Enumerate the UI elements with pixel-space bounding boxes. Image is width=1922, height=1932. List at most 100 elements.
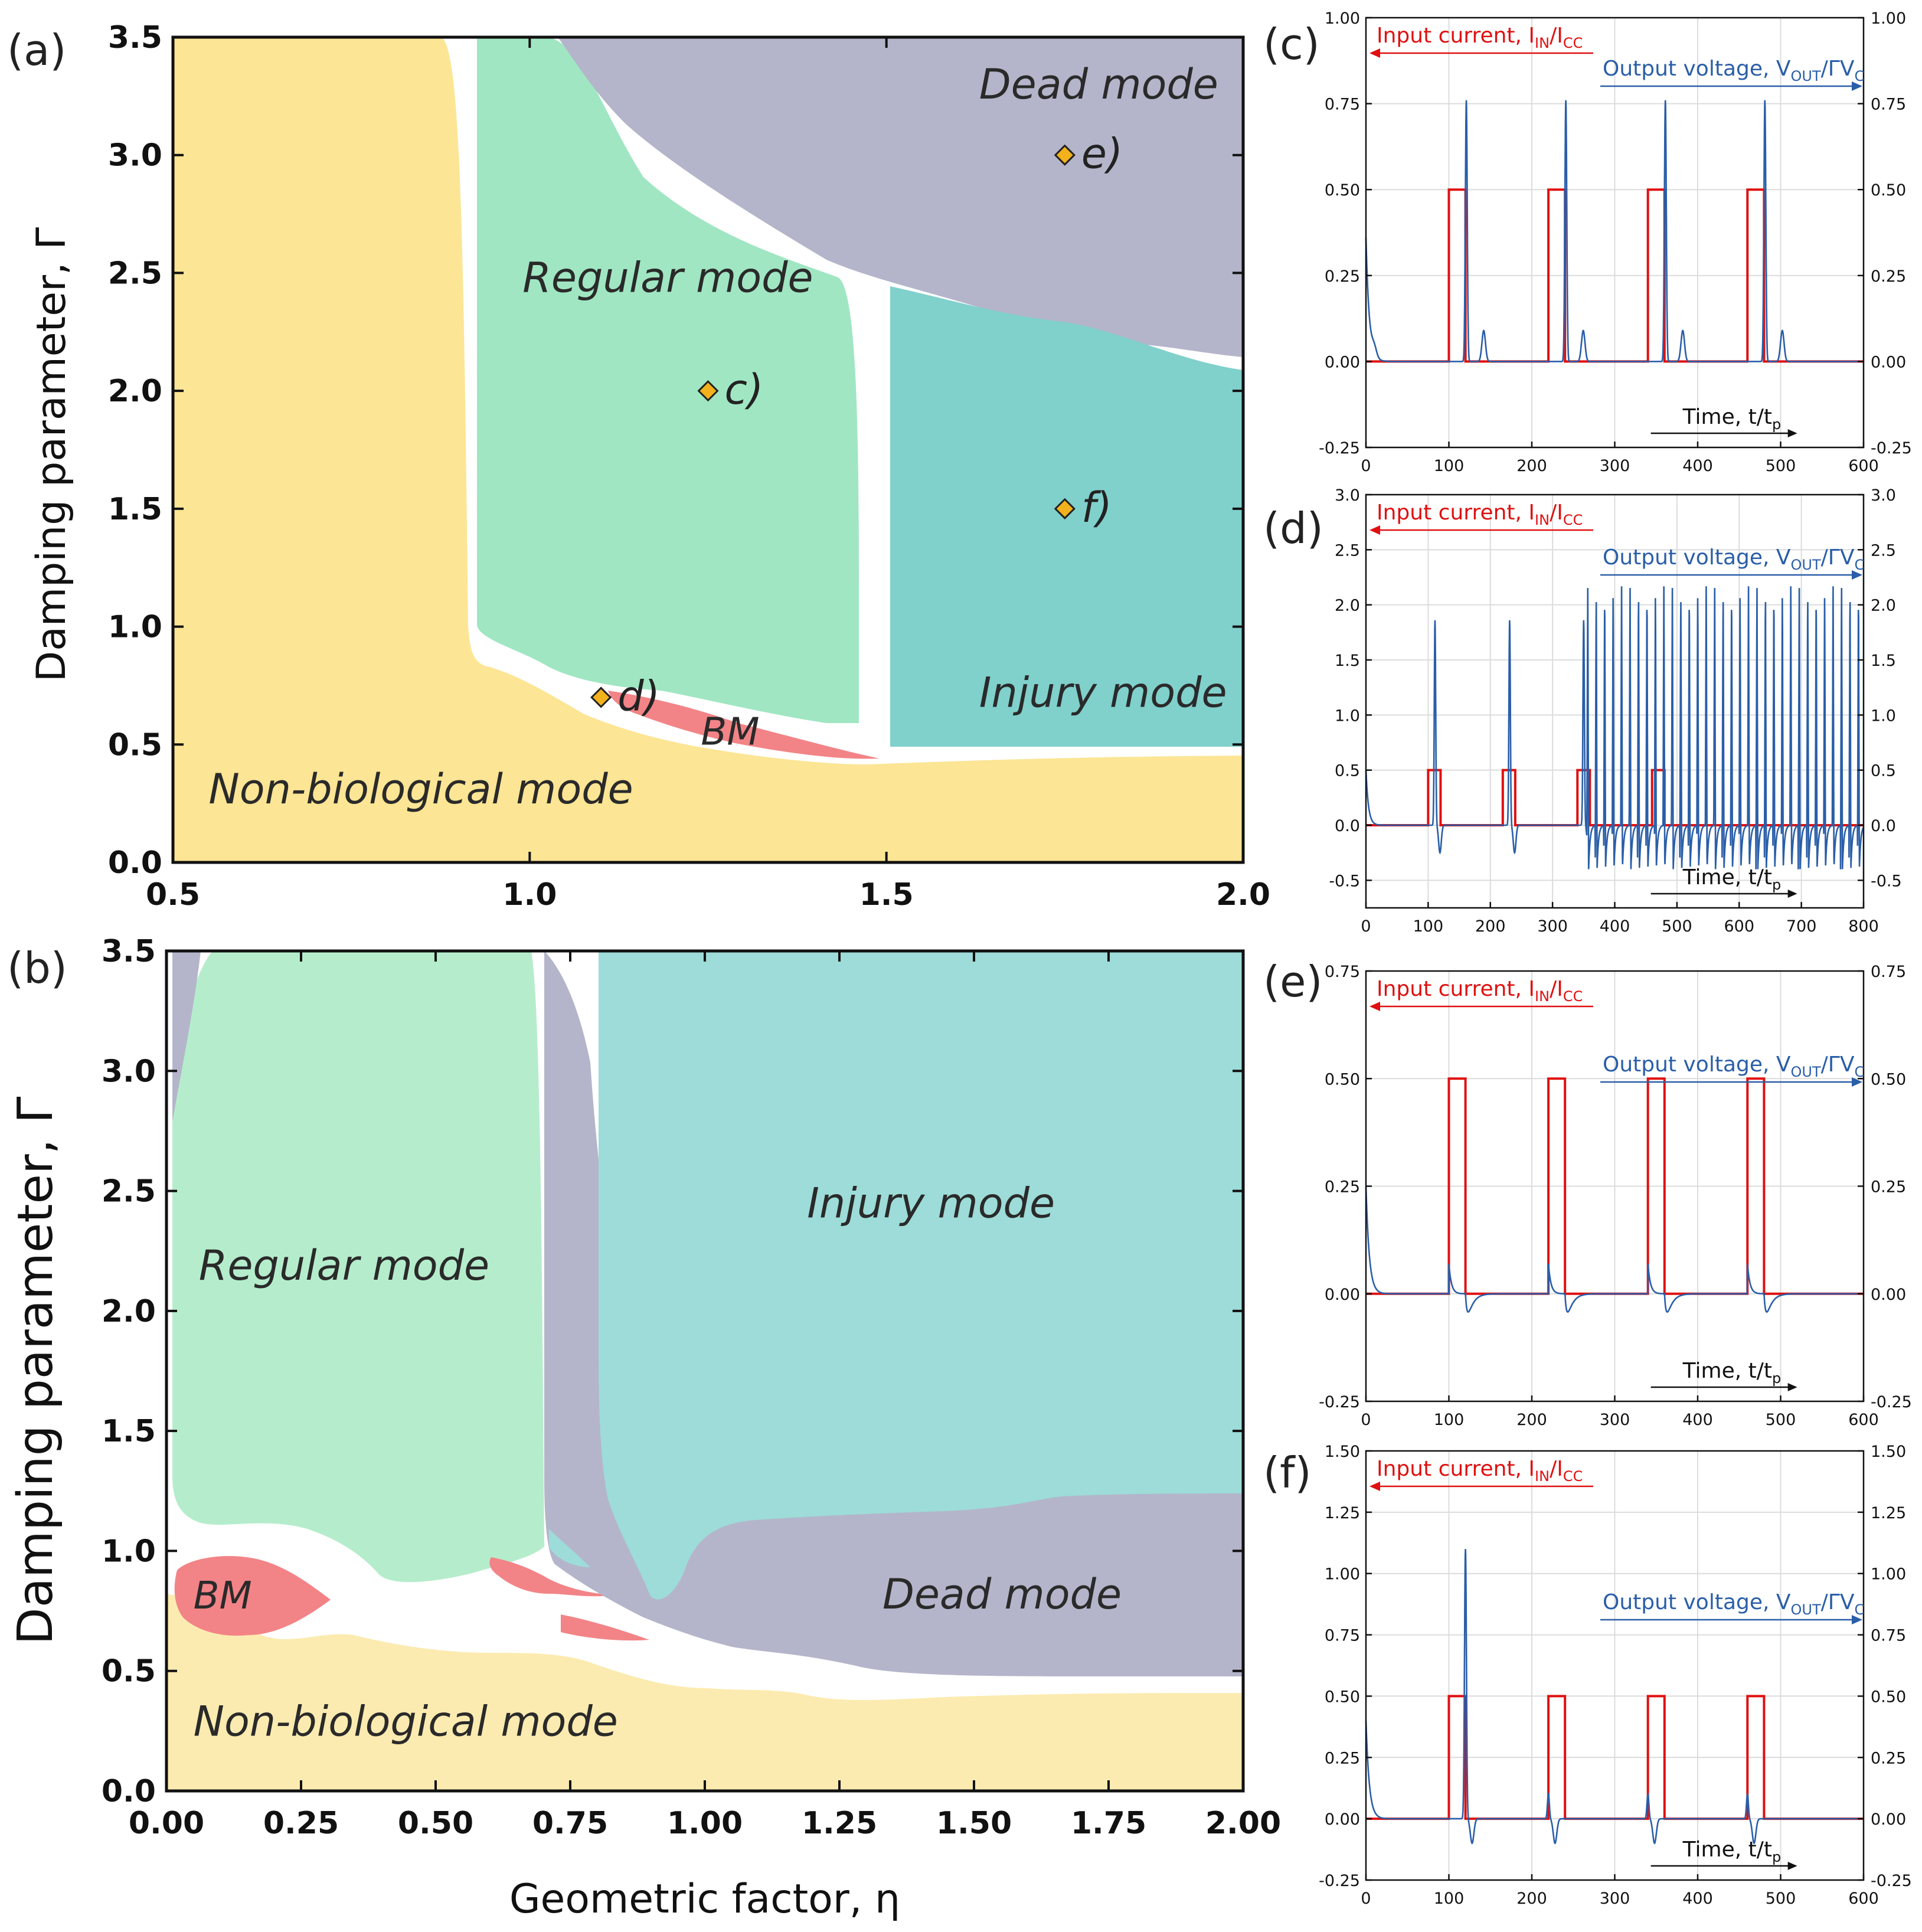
- point-marker-f: [1054, 498, 1076, 519]
- point-marker-d: [590, 687, 612, 708]
- ytick-label-right-d-4: 1.5: [1871, 652, 1896, 670]
- xlabel-arrowhead-e: [1787, 1383, 1797, 1391]
- xtick-label-c-5: 500: [1766, 457, 1796, 475]
- xtick-label-b-2: 0.50: [398, 1806, 473, 1841]
- ytick-label-a-6: 3.0: [108, 138, 162, 174]
- ytick-label-right-d-5: 2.0: [1871, 597, 1896, 615]
- region-label-a-injury: Injury mode: [979, 668, 1227, 717]
- ytick-label-d-1: 0.0: [1335, 817, 1360, 835]
- ytick-label-b-7: 3.5: [102, 934, 156, 969]
- xtick-label-a-0: 0.5: [146, 877, 200, 913]
- point-label-d: d): [617, 672, 660, 720]
- ytick-label-right-f-4: 0.75: [1871, 1627, 1906, 1645]
- xtick-label-b-0: 0.00: [129, 1806, 204, 1841]
- ytick-label-right-d-1: 0.0: [1871, 817, 1896, 835]
- ytick-label-right-d-7: 3.0: [1871, 486, 1896, 505]
- ytick-label-d-0: -0.5: [1329, 872, 1360, 890]
- xlabel-d: Time, t/tp: [1682, 865, 1782, 893]
- ytick-label-f-6: 1.25: [1325, 1504, 1360, 1522]
- ytick-label-a-1: 0.5: [108, 727, 162, 763]
- ytick-label-f-0: -0.25: [1319, 1872, 1360, 1890]
- xtick-label-c-1: 100: [1434, 457, 1465, 475]
- region-label-b-regular: Regular mode: [199, 1241, 489, 1290]
- legend-output-d: Output voltage, VOUT/ΓVC: [1603, 545, 1864, 573]
- xtick-label-c-4: 400: [1682, 457, 1713, 475]
- region-label-a-nonbio: Non-biological mode: [208, 765, 633, 813]
- region-a-nonbio: [173, 37, 1243, 862]
- xtick-label-f-1: 100: [1434, 1889, 1465, 1908]
- panel-a-phase-diagram: 0.5 1.0 1.5 2.00.00.51.01.52.02.53.03.5 Non…: [7, 20, 1270, 913]
- xlabel-arrowhead-c: [1787, 429, 1797, 437]
- panel-a-letter: (a): [7, 25, 66, 75]
- series-output-voltage-f: [1365, 1549, 1864, 1845]
- ytick-label-b-3: 1.5: [102, 1414, 156, 1449]
- xtick-label-a-2: 1.5: [859, 877, 914, 913]
- xtick-label-e-6: 600: [1848, 1411, 1879, 1429]
- ytick-label-d-2: 0.5: [1335, 762, 1360, 780]
- ytick-label-b-5: 2.5: [102, 1174, 156, 1209]
- region-b-nonbio: [166, 1594, 1243, 1791]
- panel-b-phase-diagram: 0.00 0.25 0.50 0.75 1.00 1.25 1.50 1.75 2.00 0.0 0…: [7, 934, 1281, 1923]
- panel-b-ylabel: Damping parameter, Γ: [8, 1096, 64, 1645]
- panel-a-ylabel: Damping parameter, Γ: [28, 227, 75, 682]
- ytick-label-right-e-1: 0.00: [1871, 1286, 1906, 1304]
- legend-output-arrowhead-c: [1852, 81, 1862, 91]
- ytick-label-right-f-1: 0.00: [1871, 1810, 1906, 1829]
- ytick-label-c-5: 1.00: [1325, 9, 1360, 28]
- panel-b-regions: [166, 951, 1243, 1791]
- ytick-label-b-1: 0.5: [102, 1654, 156, 1689]
- region-label-a-dead: Dead mode: [979, 60, 1218, 109]
- ytick-label-b-0: 0.0: [102, 1774, 156, 1809]
- ytick-label-f-7: 1.50: [1325, 1443, 1360, 1461]
- ytick-label-b-6: 3.0: [102, 1054, 156, 1089]
- ytick-label-f-3: 0.50: [1325, 1688, 1360, 1706]
- region-b-injury-sliver: [549, 1529, 590, 1567]
- xtick-label-a-1: 1.0: [502, 877, 557, 913]
- region-label-a-bm: BM: [701, 710, 759, 754]
- ytick-label-right-e-3: 0.50: [1871, 1070, 1906, 1088]
- legend-input-arrowhead-e: [1369, 1002, 1380, 1011]
- xtick-label-b-7: 1.75: [1071, 1806, 1146, 1841]
- xtick-label-b-1: 0.25: [263, 1806, 339, 1841]
- legend-input-f: Input current, IIN/ICC: [1377, 1457, 1583, 1485]
- panel-f-letter: (f): [1263, 1448, 1312, 1498]
- ytick-label-right-d-0: -0.5: [1871, 872, 1902, 890]
- panel-d-letter: (d): [1263, 504, 1323, 553]
- legend-input-arrowhead-f: [1369, 1482, 1380, 1491]
- xtick-label-b-4: 1.00: [667, 1806, 743, 1841]
- xtick-label-e-4: 400: [1682, 1411, 1713, 1429]
- ytick-label-f-1: 0.00: [1325, 1810, 1360, 1829]
- series-output-voltage-d: [1365, 586, 1864, 869]
- region-label-b-bm: BM: [194, 1574, 252, 1618]
- point-marker-e: [1054, 144, 1076, 166]
- ytick-label-d-3: 1.0: [1335, 707, 1360, 725]
- ytick-label-right-d-2: 0.5: [1871, 762, 1896, 780]
- ytick-label-f-2: 0.25: [1325, 1749, 1360, 1767]
- panel-a-points: c) d) e) f): [590, 130, 1123, 720]
- ytick-label-right-c-3: 0.50: [1871, 181, 1906, 200]
- point-label-c: c): [725, 365, 764, 414]
- ytick-label-d-5: 2.0: [1335, 597, 1360, 615]
- xtick-label-e-1: 100: [1434, 1411, 1465, 1429]
- ytick-label-c-3: 0.50: [1325, 181, 1360, 200]
- ytick-label-a-0: 0.0: [108, 845, 162, 881]
- legend-output-arrowhead-d: [1852, 570, 1862, 580]
- ytick-label-right-d-3: 1.0: [1871, 707, 1896, 725]
- region-label-a-regular: Regular mode: [522, 253, 813, 302]
- xtick-label-f-6: 600: [1848, 1889, 1879, 1908]
- legend-output-f: Output voltage, VOUT/ΓVC: [1603, 1590, 1864, 1618]
- xtick-label-f-0: 0: [1361, 1889, 1371, 1908]
- ytick-label-a-5: 2.5: [108, 256, 162, 291]
- panel-b-xlabel: Geometric factor, η: [509, 1876, 900, 1923]
- ytick-label-right-d-6: 2.5: [1871, 541, 1896, 560]
- xtick-label-f-4: 400: [1682, 1889, 1713, 1908]
- ytick-label-c-4: 0.75: [1325, 96, 1360, 114]
- xtick-label-d-2: 200: [1475, 917, 1506, 936]
- ytick-label-d-7: 3.0: [1335, 486, 1360, 505]
- xtick-label-d-3: 300: [1537, 917, 1568, 936]
- region-label-b-nonbio: Non-biological mode: [194, 1697, 618, 1745]
- xtick-label-a-3: 2.0: [1216, 877, 1270, 913]
- panel-b-region-labels: Non-biological mode Regular mode Injury mo…: [194, 1179, 1122, 1745]
- xtick-label-d-6: 600: [1724, 917, 1754, 936]
- ytick-label-e-0: -0.25: [1319, 1393, 1360, 1411]
